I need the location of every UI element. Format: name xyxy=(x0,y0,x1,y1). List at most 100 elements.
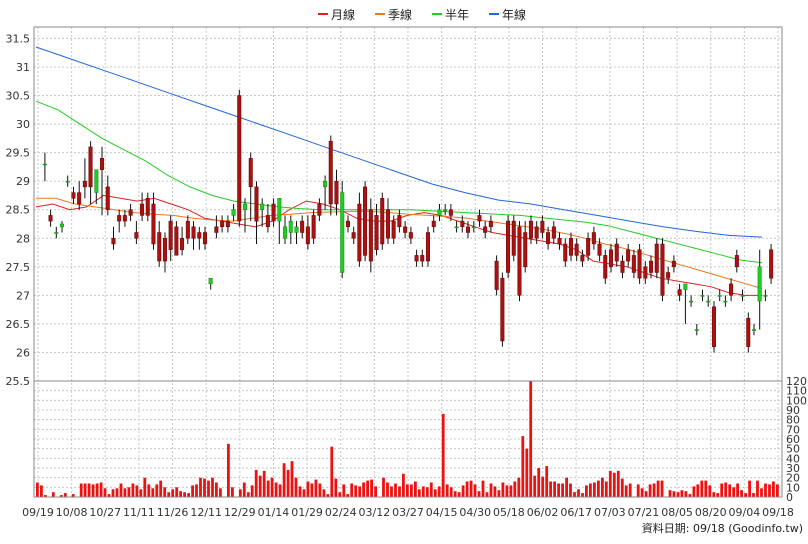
date-tick-label: 12/11 xyxy=(190,506,222,519)
volume-bar xyxy=(103,488,107,497)
candle-body xyxy=(694,329,699,331)
candle xyxy=(323,175,328,210)
candle xyxy=(511,215,516,262)
candle-body xyxy=(260,203,265,210)
volume-bar xyxy=(83,483,87,497)
volume-bar xyxy=(163,487,167,497)
volume-bar xyxy=(557,483,560,497)
candle xyxy=(454,221,459,233)
date-tick-label: 06/02 xyxy=(527,506,559,519)
candle-body xyxy=(448,209,453,216)
volume-bar xyxy=(593,482,596,497)
price-tick-label: 27.5 xyxy=(6,261,31,274)
candle xyxy=(637,244,642,284)
candle xyxy=(626,244,631,267)
candle-body xyxy=(208,277,213,285)
candle-body xyxy=(157,232,162,262)
candle xyxy=(185,215,190,244)
candle xyxy=(260,198,265,227)
candle-body xyxy=(100,158,105,170)
candle xyxy=(757,249,762,330)
candle-body xyxy=(48,215,53,222)
candle xyxy=(351,226,356,244)
volume-bar xyxy=(274,482,278,497)
volume-bar xyxy=(601,477,604,497)
candle xyxy=(140,192,145,222)
volume-bar xyxy=(748,480,751,497)
volume-bar xyxy=(322,489,326,497)
price-tick-label: 30 xyxy=(16,118,30,131)
volume-bar xyxy=(692,486,696,497)
volume-bar xyxy=(131,483,135,497)
volume-bar xyxy=(489,483,493,497)
volume-bar xyxy=(211,477,214,497)
volume-bar xyxy=(541,476,545,497)
volume-bar xyxy=(421,486,425,497)
candle xyxy=(540,215,545,239)
volume-bar xyxy=(461,485,465,497)
volume-bars xyxy=(36,381,779,497)
candle-body xyxy=(534,226,539,239)
candle-body xyxy=(128,209,133,216)
volume-bar xyxy=(585,485,588,497)
candle-body xyxy=(689,300,694,303)
volume-bar xyxy=(362,482,365,497)
volume-bar xyxy=(724,482,728,497)
volume-bar xyxy=(736,483,739,497)
volume-bar xyxy=(529,381,533,497)
volume-bar xyxy=(656,480,660,497)
candle-body xyxy=(437,209,442,216)
candle xyxy=(643,261,648,284)
volume-bar xyxy=(525,448,529,497)
volume-bar xyxy=(250,485,254,497)
candle xyxy=(380,192,385,250)
candle xyxy=(740,289,745,302)
candle-body xyxy=(763,295,768,297)
legend-label: 年線 xyxy=(502,7,526,22)
volume-bar xyxy=(425,487,429,497)
candle-body xyxy=(597,243,602,256)
candle xyxy=(265,204,270,233)
candle xyxy=(283,215,288,244)
candle xyxy=(717,289,722,302)
candle-body xyxy=(151,203,156,245)
legend-label: 月線 xyxy=(331,7,355,22)
volume-bar xyxy=(199,477,202,497)
volume-bar xyxy=(266,480,270,497)
volume-bar xyxy=(127,487,131,497)
volume-bar xyxy=(219,488,222,497)
candle xyxy=(345,215,350,233)
volume-bar xyxy=(258,475,262,497)
volume-bar xyxy=(624,485,628,497)
candle xyxy=(431,215,436,233)
candle xyxy=(597,238,602,262)
candle-body xyxy=(214,226,219,233)
volume-bar xyxy=(776,484,779,497)
candle xyxy=(374,204,379,256)
date-tick-label: 07/03 xyxy=(594,506,626,519)
volume-bar xyxy=(282,463,286,497)
volume-bar xyxy=(553,481,556,497)
volume-bar xyxy=(36,482,39,497)
volume-bar xyxy=(569,483,572,497)
candle xyxy=(425,226,430,267)
candle xyxy=(128,204,133,222)
candle-body xyxy=(769,249,774,279)
candle xyxy=(397,209,402,233)
candle-body xyxy=(637,249,642,279)
volume-bar xyxy=(398,486,401,497)
candle xyxy=(317,198,322,222)
candle-body xyxy=(568,238,573,256)
candle xyxy=(711,301,716,353)
volume-bar xyxy=(79,483,83,497)
date-tick-label: 09/04 xyxy=(729,506,761,519)
candle xyxy=(563,238,568,267)
candle-body xyxy=(345,220,350,228)
volume-bar xyxy=(640,488,644,497)
volume-bar xyxy=(433,489,437,497)
volume-bar xyxy=(63,493,67,497)
candle xyxy=(117,209,122,233)
candle xyxy=(666,266,671,284)
candle xyxy=(277,198,282,244)
volume-bar xyxy=(565,477,568,497)
